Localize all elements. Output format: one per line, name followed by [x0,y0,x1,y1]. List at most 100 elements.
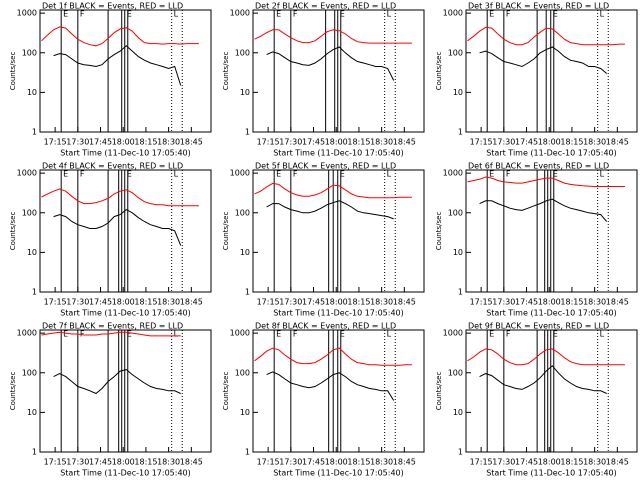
y-tick-label: 1000 [230,9,250,18]
data-line [266,200,394,220]
y-tick-label: 1000 [443,329,463,338]
y-tick-label: 1000 [443,9,463,18]
event-label: L [174,10,179,19]
x-tick-label: 17:15 [257,298,280,307]
panel: Det 8f BLACK = Events, RED = LLD Counts/s… [222,322,425,478]
y-tick-label: 100 [448,48,463,57]
x-tick-label: 18:00 [538,138,561,147]
x-tick-label: 17:45 [515,138,538,147]
data-line [53,45,182,86]
x-tick-label: 18:45 [393,298,416,307]
x-tick-label: 18:00 [112,298,135,307]
y-tick-label: 10 [27,408,37,417]
y-tick-label: 1 [458,288,463,297]
panel: Det 7f BLACK = Events, RED = LLD Counts/s… [9,322,212,478]
x-tick-label: 17:45 [89,298,112,307]
x-tick-label: 18:00 [538,298,561,307]
y-tick-label: 100 [22,368,37,377]
event-label: E [127,10,132,19]
x-tick-label: 18:30 [157,298,180,307]
event-label: F [80,10,85,19]
panel: Det 1f BLACK = Events, RED = LLD Counts/s… [9,2,212,158]
panel-title: Det 8f BLACK = Events, RED = LLD [255,322,396,331]
y-tick-label: 1000 [17,9,37,18]
x-tick-label: 18:45 [180,298,203,307]
x-tick-label: 18:45 [606,298,629,307]
y-tick-label: 10 [240,248,250,257]
y-tick-label: 10 [453,88,463,97]
event-label: F [293,170,298,179]
y-axis-label: Counts/sec [9,372,17,411]
event-label: L [387,330,392,339]
x-tick-label: 18:00 [325,298,348,307]
data-line [53,369,181,395]
event-label: F [80,330,85,339]
y-axis-label: Counts/sec [222,212,230,251]
y-tick-label: 1000 [17,169,37,178]
y-axis-label: Counts/sec [435,372,443,411]
plot-frame [465,9,638,133]
data-line [41,26,199,47]
x-tick-label: 17:15 [257,458,280,467]
x-tick-label: 18:15 [347,138,370,147]
x-tick-label: 17:30 [279,138,302,147]
x-tick-label: 18:30 [370,138,393,147]
event-label: F [506,330,511,339]
event-label: L [387,10,392,19]
x-tick-label: 18:00 [112,458,135,467]
data-line [53,209,182,246]
y-tick-label: 1 [32,288,37,297]
panel: Det 2f BLACK = Events, RED = LLD Counts/s… [222,2,425,158]
panel: Det 3f BLACK = Events, RED = LLD Counts/s… [435,2,638,158]
x-tick-label: 17:30 [66,138,89,147]
event-label: F [80,170,85,179]
plot-frame [465,169,638,293]
x-tick-label: 17:15 [470,458,493,467]
x-tick-label: 18:15 [560,458,583,467]
panel-title: Det 1f BLACK = Events, RED = LLD [42,2,183,11]
panel-title: Det 7f BLACK = Events, RED = LLD [42,322,183,331]
y-tick-label: 1 [458,128,463,137]
x-axis-label: Start Time (11-Dec-10 17:05:40) [273,149,404,158]
event-label: E [340,10,345,19]
x-tick-label: 18:15 [134,298,157,307]
y-tick-label: 1 [32,448,37,457]
y-tick-label: 1 [245,128,250,137]
y-tick-label: 100 [235,368,250,377]
data-line [479,198,608,222]
y-tick-label: 100 [22,208,37,217]
event-label: E [276,10,281,19]
panel: Det 5f BLACK = Events, RED = LLD Counts/s… [222,162,425,318]
data-line [254,29,412,44]
x-tick-label: 18:30 [157,138,180,147]
panel: Det 6f BLACK = Events, RED = LLD Counts/s… [435,162,638,318]
panel: Det 4f BLACK = Events, RED = LLD Counts/s… [9,162,212,318]
event-label: E [63,330,68,339]
x-axis-label: Start Time (11-Dec-10 17:05:40) [486,149,617,158]
x-tick-label: 17:30 [492,138,515,147]
x-tick-label: 17:45 [515,458,538,467]
y-axis-label: Counts/sec [222,52,230,91]
x-tick-label: 17:30 [66,298,89,307]
x-tick-label: 18:45 [393,138,416,147]
event-label: E [276,170,281,179]
panel-title: Det 2f BLACK = Events, RED = LLD [255,2,396,11]
event-label: E [489,10,494,19]
x-tick-label: 18:00 [538,458,561,467]
y-tick-label: 1 [32,128,37,137]
x-axis-label: Start Time (11-Dec-10 17:05:40) [60,309,191,318]
y-tick-label: 10 [27,88,37,97]
y-tick-label: 10 [453,248,463,257]
event-label: E [340,330,345,339]
x-tick-label: 18:45 [180,138,203,147]
y-tick-label: 10 [240,408,250,417]
x-tick-label: 17:15 [470,298,493,307]
data-line [41,188,199,207]
y-tick-label: 1 [245,448,250,457]
data-line [479,365,607,394]
x-tick-label: 18:45 [606,458,629,467]
x-axis-label: Start Time (11-Dec-10 17:05:40) [60,469,191,478]
y-axis-label: Counts/sec [222,372,230,411]
event-label: F [506,10,511,19]
